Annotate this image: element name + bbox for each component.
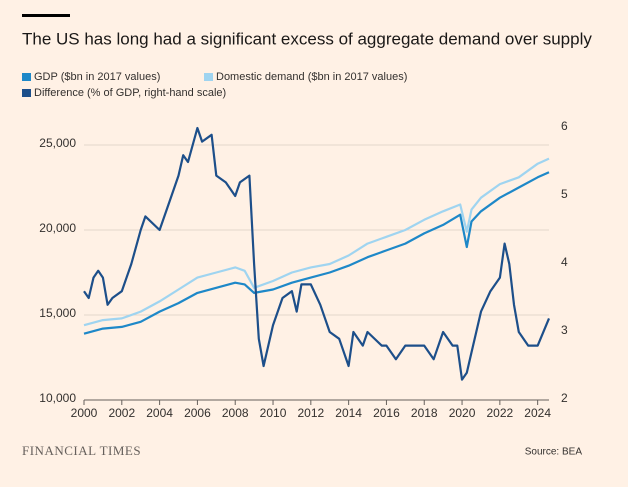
y2-tick-label: 2 xyxy=(561,391,568,405)
x-tick-label: 2008 xyxy=(222,406,249,420)
x-tick-label: 2014 xyxy=(335,406,362,420)
legend-label: GDP ($bn in 2017 values) xyxy=(34,71,160,83)
y-tick-label: 10,000 xyxy=(39,391,76,405)
x-tick-label: 2018 xyxy=(411,406,438,420)
series-line xyxy=(83,157,550,327)
x-tick-label: 2000 xyxy=(71,406,98,420)
y2-tick-label: 5 xyxy=(561,187,568,201)
series-line xyxy=(83,171,550,335)
chart-title: The US has long had a significant excess… xyxy=(22,29,592,48)
y-tick-label: 20,000 xyxy=(39,221,76,235)
x-tick-label: 2002 xyxy=(108,406,135,420)
x-tick-label: 2020 xyxy=(449,406,476,420)
x-tick-label: 2012 xyxy=(297,406,324,420)
legend-label: Difference (% of GDP, right-hand scale) xyxy=(34,87,226,99)
legend-swatch xyxy=(204,73,213,81)
x-tick-label: 2022 xyxy=(487,406,514,420)
y-tick-label: 25,000 xyxy=(39,136,76,150)
x-tick-label: 2006 xyxy=(184,406,211,420)
x-tick-label: 2004 xyxy=(146,406,173,420)
y2-tick-label: 4 xyxy=(561,255,568,269)
brand: FINANCIAL TIMES xyxy=(22,443,141,458)
legend-swatch xyxy=(22,89,31,97)
brand-bar xyxy=(22,14,70,17)
x-tick-label: 2010 xyxy=(260,406,287,420)
x-tick-label: 2016 xyxy=(373,406,400,420)
series-line xyxy=(83,126,551,381)
y2-tick-label: 3 xyxy=(561,323,568,337)
x-tick-label: 2024 xyxy=(524,406,551,420)
legend-swatch xyxy=(22,73,31,81)
source: Source: BEA xyxy=(525,447,583,458)
y-tick-label: 15,000 xyxy=(39,306,76,320)
legend-label: Domestic demand ($bn in 2017 values) xyxy=(216,71,407,83)
y2-tick-label: 6 xyxy=(561,119,568,133)
